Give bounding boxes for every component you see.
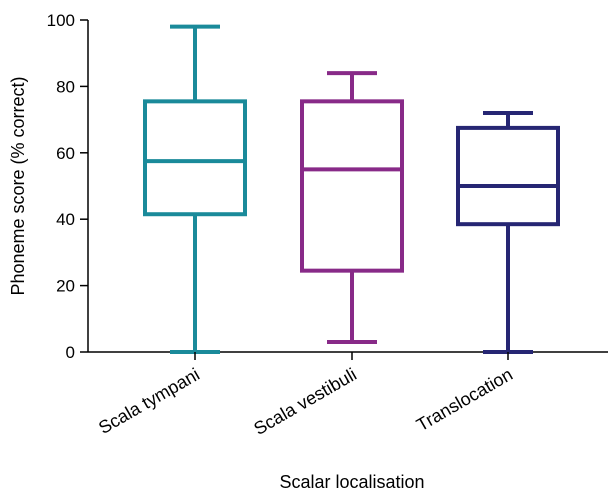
x-axis-title: Scalar localisation	[279, 472, 424, 492]
y-tick-label: 80	[56, 77, 75, 96]
y-ticks: 0 20 40 60 80 100	[47, 11, 88, 362]
box-scala-tympani	[143, 24, 247, 354]
iqr-box	[456, 125, 560, 227]
y-tick-label: 40	[56, 210, 75, 229]
iqr-box	[143, 99, 247, 217]
y-tick-label: 60	[56, 144, 75, 163]
y-tick-label: 20	[56, 277, 75, 296]
y-tick-label: 0	[66, 343, 75, 362]
y-tick-label: 100	[47, 11, 75, 30]
boxes	[143, 24, 560, 354]
x-category-label: Translocation	[413, 364, 516, 435]
x-category-label: Scala tympani	[95, 364, 203, 438]
iqr-box	[300, 99, 404, 273]
box-scala-vestibuli	[300, 71, 404, 345]
box-translocation	[456, 110, 560, 354]
x-category-label: Scala vestibuli	[250, 364, 360, 439]
y-axis-title: Phoneme score (% correct)	[8, 76, 28, 295]
x-category-labels: Scala tympani Scala vestibuli Translocatio…	[95, 352, 516, 439]
